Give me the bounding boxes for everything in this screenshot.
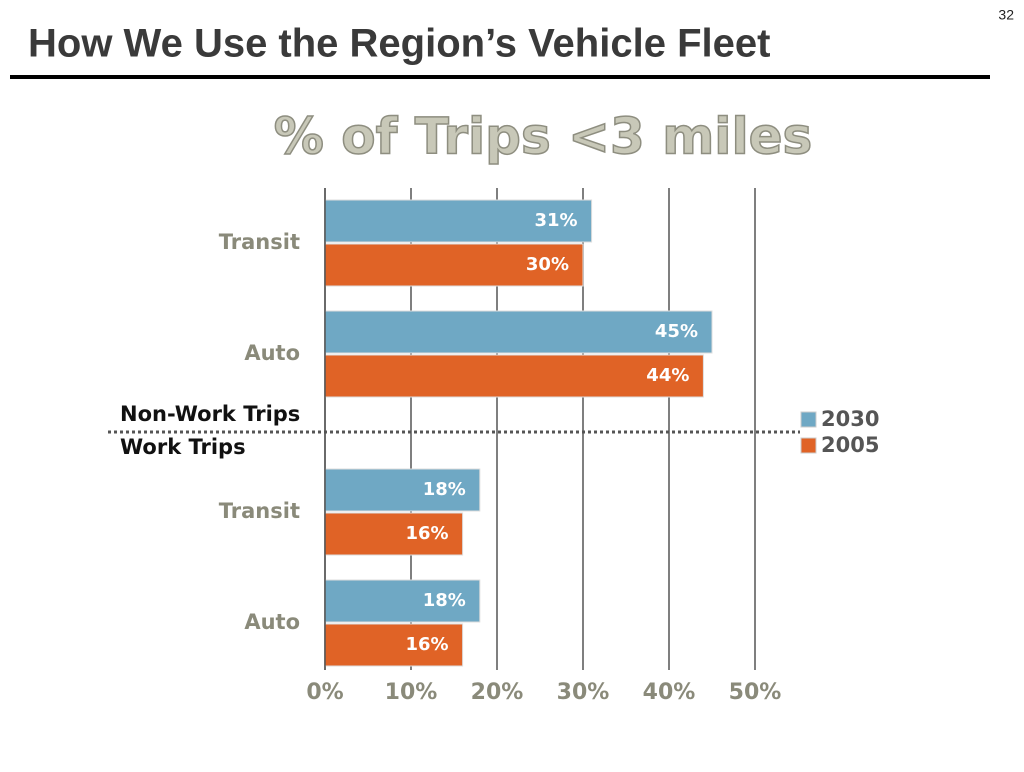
- group-label: Non-Work Trips: [120, 402, 300, 426]
- bar: [324, 579, 481, 623]
- value-label: 45%: [655, 321, 698, 342]
- bar: [324, 310, 713, 354]
- y-tick-label: Transit: [219, 230, 300, 254]
- y-tick-label: Transit: [219, 499, 300, 523]
- x-tick-label: 20%: [471, 680, 524, 705]
- value-label: 16%: [406, 634, 449, 655]
- bar: [324, 199, 593, 243]
- value-label: 18%: [423, 479, 466, 500]
- chart-title: % of Trips <3 miles: [274, 108, 813, 166]
- value-label: 31%: [535, 210, 578, 231]
- value-label: 30%: [526, 254, 569, 275]
- bar: [324, 243, 584, 287]
- group-label: Work Trips: [120, 435, 246, 459]
- title-rule: [10, 75, 990, 79]
- x-tick-label: 30%: [557, 680, 610, 705]
- x-tick-label: 0%: [306, 680, 343, 705]
- x-tick-label: 10%: [385, 680, 438, 705]
- bar: [324, 468, 481, 512]
- y-tick-label: Auto: [244, 610, 300, 634]
- slide-title: How We Use the Region’s Vehicle Fleet: [28, 22, 770, 66]
- legend-swatch: [800, 411, 817, 428]
- y-tick-label: Auto: [244, 341, 300, 365]
- x-tick-label: 50%: [729, 680, 782, 705]
- legend-label: 2030: [821, 407, 879, 431]
- value-label: 44%: [646, 365, 689, 386]
- value-label: 16%: [406, 523, 449, 544]
- x-tick-label: 40%: [643, 680, 696, 705]
- page-number: 32: [998, 7, 1014, 23]
- value-label: 18%: [423, 590, 466, 611]
- legend-label: 2005: [821, 433, 879, 457]
- legend-swatch: [800, 437, 817, 454]
- bar: [324, 623, 464, 667]
- bar: [324, 512, 464, 556]
